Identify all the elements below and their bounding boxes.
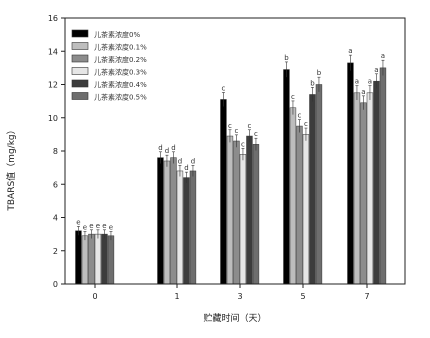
y-tick-label: 2: [53, 247, 58, 256]
legend-swatch: [71, 54, 89, 63]
bar: [189, 170, 197, 285]
significance-letter: b: [317, 69, 322, 77]
bar: [183, 177, 190, 285]
legend-label: 儿茶素浓度0.1%: [94, 43, 147, 52]
significance-letter: a: [374, 66, 378, 74]
significance-letter: c: [254, 130, 258, 138]
y-tick-label: 12: [48, 81, 58, 90]
bar: [233, 140, 240, 285]
bar: [373, 80, 380, 285]
bar: [296, 125, 303, 285]
bar: [246, 135, 253, 285]
significance-letter: c: [291, 93, 295, 101]
significance-letter: b: [284, 54, 289, 62]
bar: [75, 230, 82, 285]
significance-letter: a: [368, 78, 372, 86]
bar: [157, 157, 164, 285]
significance-letter: e: [102, 222, 106, 230]
x-axis-label: 贮藏时间（天）: [203, 312, 266, 324]
legend-swatch: [71, 29, 89, 38]
significance-letter: d: [165, 147, 169, 155]
significance-letter: c: [228, 122, 232, 130]
bar: [94, 233, 102, 285]
significance-letter: e: [76, 218, 80, 226]
significance-letter: a: [348, 47, 352, 55]
bar: [239, 154, 247, 285]
legend-swatch: [71, 67, 89, 75]
significance-letter: c: [235, 127, 239, 135]
legend-label: 儿茶素浓度0.4%: [94, 80, 147, 89]
significance-letter: d: [171, 144, 175, 152]
significance-letter: e: [89, 222, 93, 230]
significance-letter: c: [304, 120, 308, 128]
y-tick-label: 4: [53, 214, 58, 223]
significance-letter: c: [298, 112, 302, 120]
bar: [252, 144, 260, 285]
significance-letter: d: [178, 157, 182, 165]
bar: [220, 99, 227, 285]
bar: [170, 157, 177, 285]
y-tick-label: 14: [48, 47, 58, 56]
bar: [289, 107, 297, 285]
significance-letter: a: [381, 52, 385, 60]
y-tick-label: 16: [48, 14, 58, 23]
legend-label: 儿茶素浓度0.5%: [94, 93, 147, 102]
x-tick-label: 3: [237, 292, 242, 301]
y-axis-label: TBARS值（mg/kg）: [5, 125, 17, 211]
significance-letter: b: [310, 79, 315, 87]
y-tick-label: 6: [53, 180, 58, 189]
bar: [353, 92, 361, 285]
x-tick-label: 7: [364, 292, 369, 301]
bar: [107, 235, 115, 285]
significance-letter: e: [96, 222, 100, 230]
legend-swatch: [71, 79, 89, 88]
bar: [360, 102, 367, 285]
bar: [347, 62, 354, 285]
significance-letter: c: [241, 140, 245, 148]
legend-label: 儿茶素浓度0.3%: [94, 68, 147, 77]
bar: [315, 84, 323, 285]
bar: [226, 135, 234, 285]
legend-swatch: [71, 92, 89, 100]
significance-letter: e: [83, 223, 87, 231]
y-tick-label: 0: [53, 280, 58, 289]
significance-letter: c: [248, 122, 252, 130]
bar: [88, 233, 95, 285]
bar: [302, 134, 310, 285]
bar: [366, 92, 374, 285]
bar: [379, 67, 387, 285]
y-tick-label: 10: [48, 114, 58, 123]
significance-letter: d: [158, 144, 162, 152]
significance-letter: d: [191, 157, 195, 165]
x-tick-label: 0: [92, 292, 97, 301]
bar: [101, 233, 108, 285]
bar: [163, 160, 171, 285]
significance-letter: a: [361, 88, 365, 96]
bar: [176, 170, 184, 285]
y-tick-label: 8: [53, 147, 58, 156]
axes-layer: 0 2 4 6 8 10 12 14 16 0 1 3 5 7: [48, 14, 406, 301]
x-tick-label: 5: [300, 292, 305, 301]
significance-letter: c: [222, 84, 226, 92]
legend-label: 儿茶素浓度0.2%: [94, 55, 147, 64]
significance-letter: e: [109, 223, 113, 231]
bar: [309, 94, 316, 285]
legend: 儿茶素浓度0% 儿茶素浓度0.1% 儿茶素浓度0.2% 儿茶素浓度0.3% 儿茶素浓度0…: [71, 29, 147, 102]
x-tick-label: 1: [174, 292, 179, 301]
significance-letter: d: [184, 164, 188, 172]
legend-swatch: [71, 42, 89, 50]
legend-label: 儿茶素浓度0%: [94, 30, 140, 39]
bar: [81, 235, 89, 285]
bar: [283, 69, 290, 285]
significance-letter: a: [355, 78, 359, 86]
